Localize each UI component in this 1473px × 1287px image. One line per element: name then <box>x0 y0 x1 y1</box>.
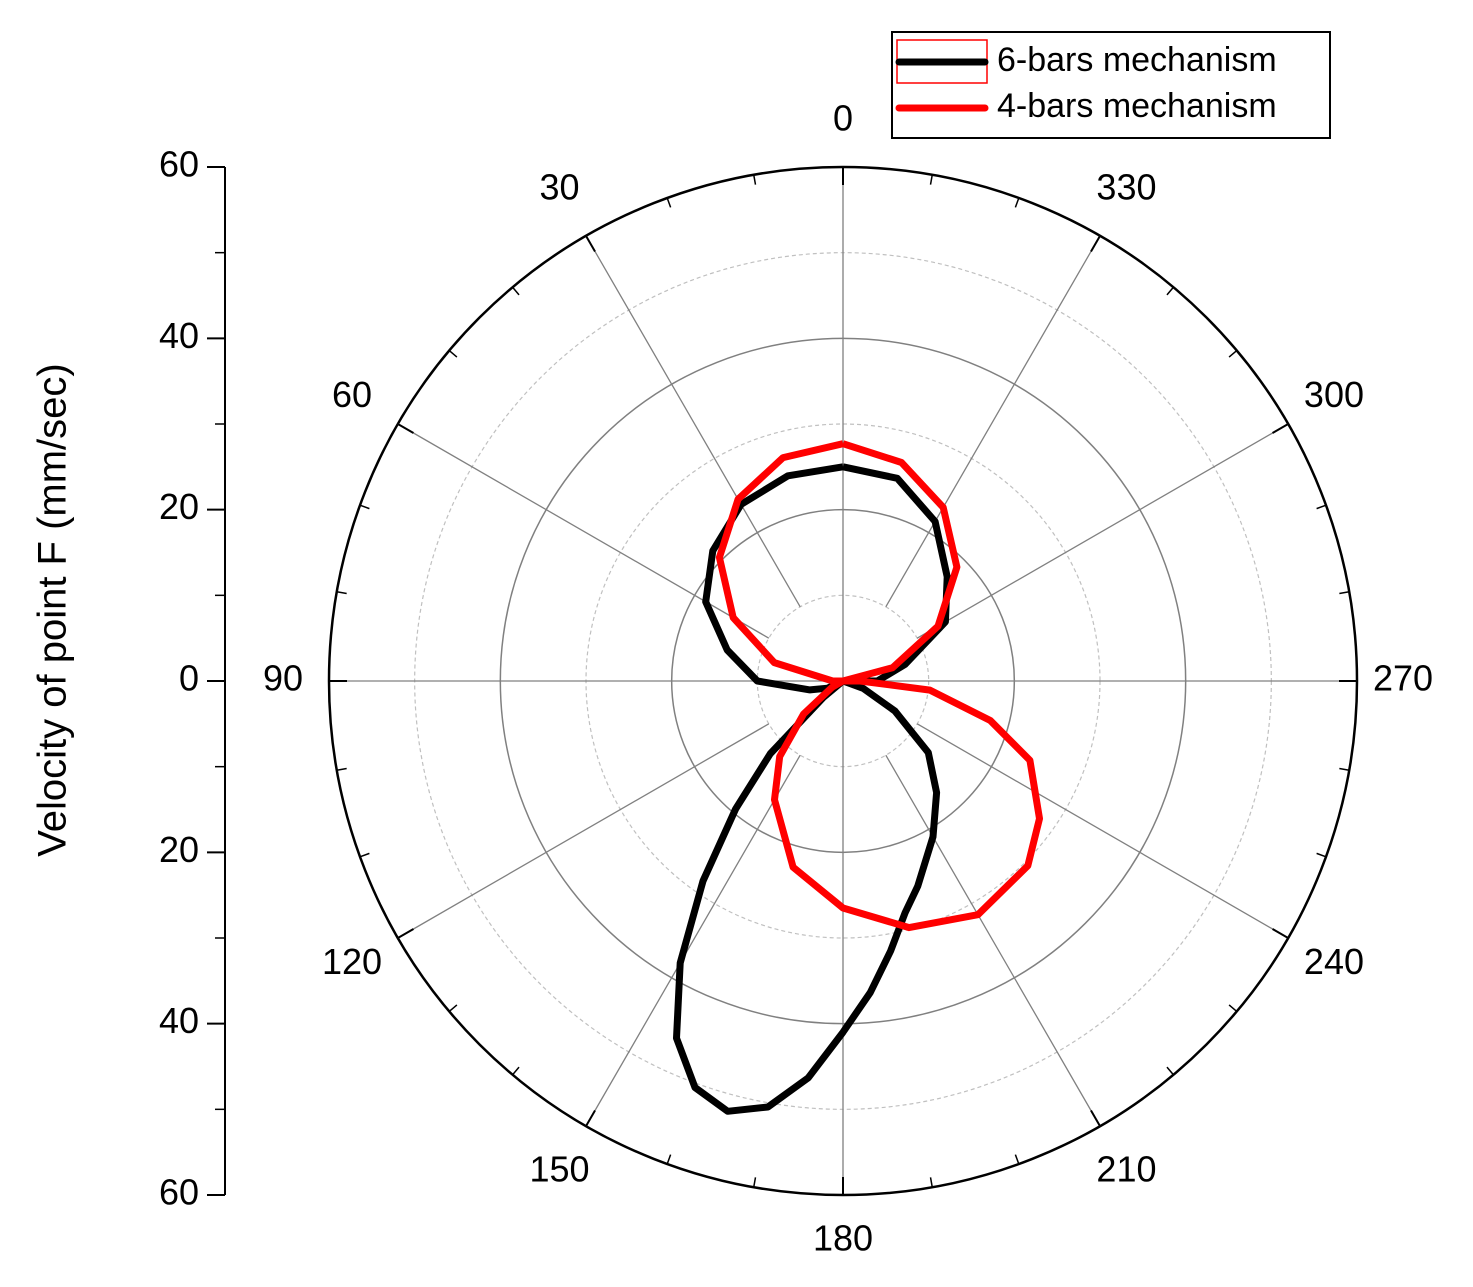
angle-tick-label: 210 <box>1096 1148 1156 1189</box>
angle-minor-tick <box>1316 504 1327 510</box>
angle-tick-label: 120 <box>322 941 382 982</box>
angle-tick-label: 270 <box>1373 658 1433 699</box>
angle-tick <box>585 1110 596 1127</box>
angle-minor-tick <box>1014 197 1020 208</box>
radial-tick-label: 40 <box>159 315 199 356</box>
angle-minor-tick <box>359 852 370 858</box>
angle-minor-tick <box>666 1154 672 1165</box>
angle-grid-line <box>916 423 1289 639</box>
angle-tick <box>1272 928 1289 939</box>
angle-minor-tick <box>512 286 520 296</box>
angle-tick-label: 150 <box>529 1148 589 1189</box>
angle-tick-label: 90 <box>263 658 303 699</box>
angle-minor-tick <box>753 1177 757 1188</box>
angle-minor-tick <box>929 174 933 185</box>
angle-grid-line <box>585 754 801 1127</box>
angle-tick <box>1272 423 1289 434</box>
angle-grid-line <box>885 754 1101 1127</box>
radial-tick-label: 20 <box>159 486 199 527</box>
angle-tick <box>397 423 414 434</box>
angle-tick-label: 180 <box>813 1218 873 1259</box>
angle-tick <box>397 928 414 939</box>
angle-tick <box>585 235 596 252</box>
angle-minor-tick <box>753 174 757 185</box>
angle-minor-tick <box>448 350 458 358</box>
angle-tick-label: 0 <box>833 98 853 139</box>
series-line <box>673 463 951 1115</box>
angle-minor-tick <box>1316 852 1327 858</box>
angle-tick-label: 30 <box>540 167 580 208</box>
angle-minor-tick <box>929 1177 933 1188</box>
legend-box <box>891 31 1331 139</box>
angle-minor-tick <box>1339 767 1350 771</box>
angle-minor-tick <box>359 504 370 510</box>
angle-tick <box>1090 1110 1101 1127</box>
angle-tick <box>1090 235 1101 252</box>
angle-minor-tick <box>1014 1154 1020 1165</box>
radial-tick-label: 40 <box>159 1000 199 1041</box>
legend-label: 4-bars mechanism <box>997 87 1277 125</box>
angle-minor-tick <box>1339 591 1350 595</box>
angle-minor-tick <box>1228 350 1238 358</box>
angle-minor-tick <box>1166 286 1174 296</box>
angle-minor-tick <box>336 591 347 595</box>
angle-grid-line <box>916 723 1289 939</box>
angle-minor-tick <box>666 197 672 208</box>
angle-tick-label: 330 <box>1096 167 1156 208</box>
y-axis-title: Velocity of point F (mm/sec) <box>31 363 75 856</box>
angle-minor-tick <box>512 1066 520 1076</box>
angle-grid-line <box>885 235 1101 608</box>
radial-tick-label: 20 <box>159 829 199 870</box>
radial-tick-label: 0 <box>179 658 199 699</box>
angle-minor-tick <box>1228 1004 1238 1012</box>
angle-tick-label: 240 <box>1304 941 1364 982</box>
legend-label: 6-bars mechanism <box>997 41 1277 79</box>
angle-minor-tick <box>448 1004 458 1012</box>
series-line <box>715 440 1043 932</box>
radial-tick-label: 60 <box>159 1172 199 1213</box>
angle-tick-label: 300 <box>1304 374 1364 415</box>
angle-minor-tick <box>336 767 347 771</box>
angle-minor-tick <box>1166 1066 1174 1076</box>
angle-tick-label: 60 <box>332 374 372 415</box>
radial-tick-label: 60 <box>159 144 199 185</box>
angle-grid-line <box>397 723 770 939</box>
angle-grid-line <box>585 235 801 608</box>
